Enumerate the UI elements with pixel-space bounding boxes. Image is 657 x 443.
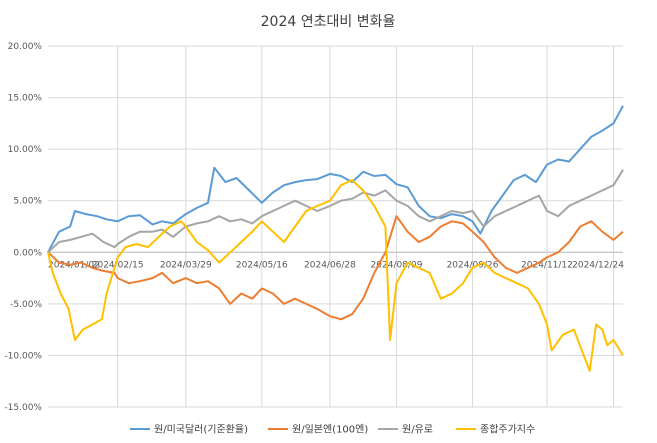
y-tick-label: -10.00% — [4, 351, 42, 361]
x-tick-label: 2024/05/16 — [236, 260, 288, 270]
legend-label: 원/유로 — [402, 424, 433, 436]
x-tick-label: 2024/03/29 — [160, 260, 212, 270]
x-tick-label: 2024/08/09 — [371, 260, 423, 270]
y-tick-label: 5.00% — [13, 197, 42, 207]
legend: 원/미국달러(기준환율) 원/일본엔(100엔) 원/유로 종합주가지수 — [130, 424, 535, 436]
gridlines — [48, 45, 623, 408]
y-axis-tick-labels: 20.00% 15.00% 10.00% 5.00% 0.00% -5.00% -10.00… — [4, 42, 42, 413]
y-tick-label: -15.00% — [4, 403, 42, 413]
series-lines — [47, 105, 624, 372]
x-tick-label: 2024/02/15 — [92, 260, 144, 270]
legend-label: 원/일본엔(100엔) — [292, 424, 368, 436]
x-tick-label: 2024/06/28 — [304, 260, 356, 270]
y-tick-label: -5.00% — [10, 300, 42, 310]
legend-label: 원/미국달러(기준환율) — [154, 424, 248, 436]
y-tick-label: 20.00% — [8, 42, 43, 52]
y-tick-label: 0.00% — [13, 248, 42, 258]
x-tick-label: 2024/11/12 — [521, 260, 573, 270]
y-tick-label: 10.00% — [8, 145, 43, 155]
x-tick-label: 2024/12/24 — [572, 260, 624, 270]
series-line-4 — [47, 179, 624, 372]
x-tick-label: 2024/09/26 — [447, 260, 499, 270]
y-tick-label: 15.00% — [8, 94, 43, 104]
series-line-3 — [47, 169, 624, 254]
x-tick-label: 2024/01/02 — [48, 260, 100, 270]
chart-title: 2024 연초대비 변화율 — [261, 14, 396, 30]
series-line-2 — [47, 215, 624, 321]
legend-label: 종합주가지수 — [480, 424, 535, 436]
series-line-1 — [47, 105, 624, 253]
